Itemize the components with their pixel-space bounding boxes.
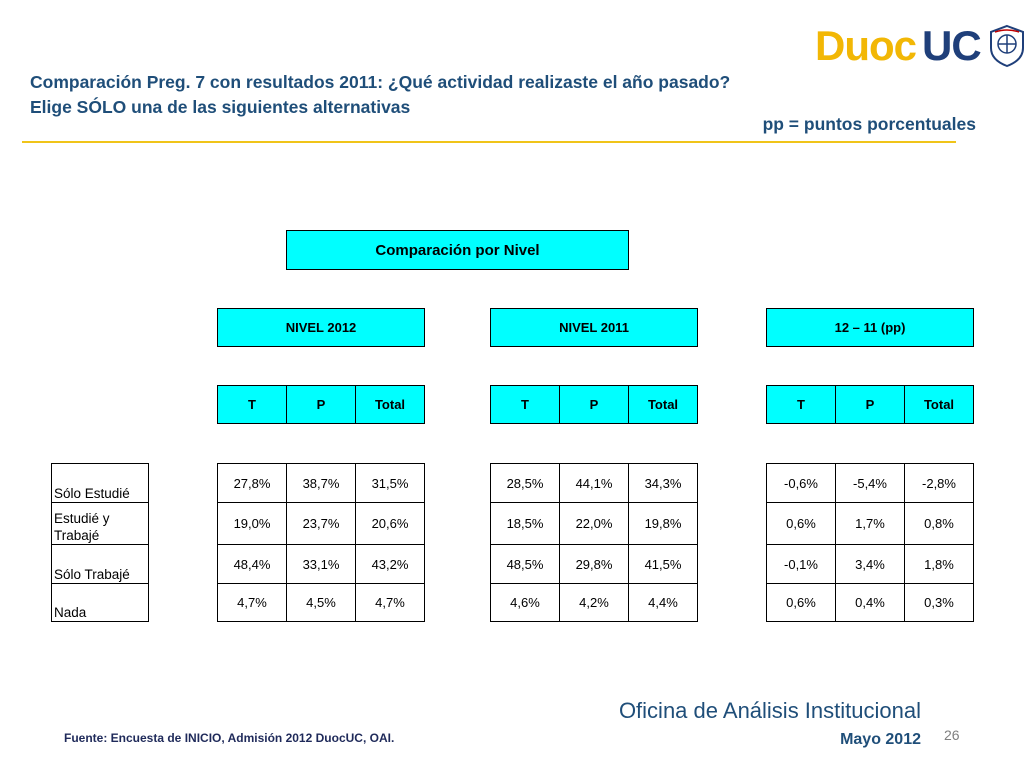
group-header-nivel-2011: NIVEL 2011: [490, 308, 698, 347]
col-header-t: T: [218, 386, 287, 423]
cell: -0,1%: [766, 544, 836, 584]
col-header-t: T: [491, 386, 560, 423]
col-header-total: Total: [923, 397, 955, 412]
row-label: Estudié y Trabajé: [51, 502, 149, 545]
cell: 0,8%: [904, 502, 974, 545]
col-header-total: Total: [647, 397, 679, 412]
cell: 23,7%: [286, 502, 356, 545]
col-header-p: P: [836, 386, 905, 423]
slide-title: Comparación Preg. 7 con resultados 2011:…: [30, 70, 830, 120]
row-labels-table: Sólo Estudié Estudié y Trabajé Sólo Trab…: [51, 463, 149, 622]
cell: 43,2%: [355, 544, 425, 584]
footer-date: Mayo 2012: [840, 731, 921, 748]
cell: 18,5%: [490, 502, 560, 545]
cell: 3,4%: [835, 544, 905, 584]
cell: 48,4%: [217, 544, 287, 584]
cell: 33,1%: [286, 544, 356, 584]
table-nivel-2011: 28,5% 44,1% 34,3% 18,5% 22,0% 19,8% 48,5% 29,…: [490, 463, 698, 622]
table-diff-pp: -0,6% -5,4% -2,8% 0,6% 1,7% 0,8% -0,1% 3,4% 1,…: [766, 463, 974, 622]
cell: 44,1%: [559, 463, 629, 503]
title-line-2: Elige SÓLO una de las siguientes alterna…: [30, 97, 411, 117]
comparison-heading: Comparación por Nivel: [286, 230, 629, 270]
subheader-nivel-2011: T P Total: [490, 385, 698, 424]
cell: 0,4%: [835, 583, 905, 622]
cell: 0,6%: [766, 583, 836, 622]
cell: 4,4%: [628, 583, 698, 622]
cell: 0,3%: [904, 583, 974, 622]
cell: 48,5%: [490, 544, 560, 584]
cell: 19,8%: [628, 502, 698, 545]
cell: 38,7%: [286, 463, 356, 503]
cell: 4,7%: [355, 583, 425, 622]
cell: 4,5%: [286, 583, 356, 622]
subheader-diff: T P Total: [766, 385, 974, 424]
row-label: Sólo Estudié: [51, 463, 149, 503]
col-header-total: Total: [374, 397, 406, 412]
uc-seal-icon: [989, 24, 1024, 68]
table-nivel-2012: 27,8% 38,7% 31,5% 19,0% 23,7% 20,6% 48,4% 33,…: [217, 463, 425, 622]
duocuc-logo: Duoc UC: [815, 16, 1024, 76]
cell: 4,6%: [490, 583, 560, 622]
title-divider: [22, 141, 956, 143]
cell: 0,6%: [766, 502, 836, 545]
cell: 29,8%: [559, 544, 629, 584]
cell: 1,8%: [904, 544, 974, 584]
col-header-p: P: [287, 386, 356, 423]
cell: 34,3%: [628, 463, 698, 503]
logo-uc-text: UC: [922, 22, 982, 69]
group-header-diff: 12 – 11 (pp): [766, 308, 974, 347]
pp-note: pp = puntos porcentuales: [762, 114, 976, 134]
page-number: 26: [944, 727, 960, 743]
cell: 1,7%: [835, 502, 905, 545]
office-name: Oficina de Análisis Institucional: [618, 698, 921, 723]
row-label: Sólo Trabajé: [51, 544, 149, 584]
group-header-nivel-2012: NIVEL 2012: [217, 308, 425, 347]
source-note: Fuente: Encuesta de INICIO, Admisión 201…: [64, 731, 395, 745]
cell: 4,2%: [559, 583, 629, 622]
subheader-nivel-2012: T P Total: [217, 385, 425, 424]
col-header-p: P: [560, 386, 629, 423]
cell: 31,5%: [355, 463, 425, 503]
title-line-1: Comparación Preg. 7 con resultados 2011:…: [30, 72, 731, 92]
cell: 27,8%: [217, 463, 287, 503]
cell: 41,5%: [628, 544, 698, 584]
row-label: Nada: [51, 583, 149, 622]
cell: -0,6%: [766, 463, 836, 503]
cell: -5,4%: [835, 463, 905, 503]
logo-duoc-text: Duoc: [815, 22, 917, 69]
cell: 22,0%: [559, 502, 629, 545]
cell: 28,5%: [490, 463, 560, 503]
col-header-t: T: [767, 386, 836, 423]
cell: 4,7%: [217, 583, 287, 622]
cell: 19,0%: [217, 502, 287, 545]
cell: -2,8%: [904, 463, 974, 503]
cell: 20,6%: [355, 502, 425, 545]
